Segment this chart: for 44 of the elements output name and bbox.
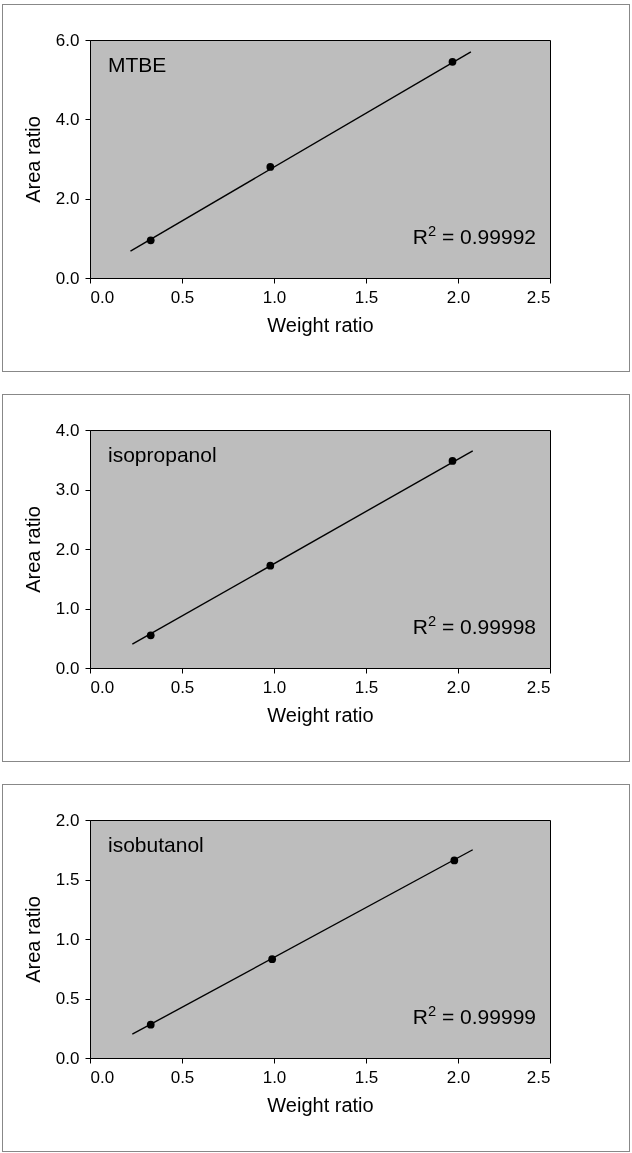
text: isopropanol [108,443,217,466]
x-tick-label: 1.0 [262,677,287,697]
x-tick-label: 2.5 [526,677,551,697]
annotation: R$^{2}$ = 0.99999 [412,1003,536,1028]
y-tick-label: 0.0 [55,658,80,678]
y-axis-title: Area ratio [21,896,44,983]
text: MTBE [108,53,167,76]
x-tick-label: 2.5 [526,1067,551,1087]
y-axis-title: Area ratio [21,506,44,593]
annotation: R$^{2}$ = 0.99998 [412,613,536,638]
y-tick-label: 0.5 [55,989,80,1008]
x-tick-label: 1.0 [262,1067,287,1087]
y-tick-label: 1.5 [55,870,80,889]
x-tick-label: 0.0 [90,1067,115,1087]
x-tick-label: 1.0 [262,287,287,307]
y-tick-label: 3.0 [55,480,80,499]
x-tick-label: 0.5 [170,1067,195,1087]
y-axis-title: Area ratio [21,116,44,203]
y-tick-label: 0.0 [55,1048,80,1068]
x-tick-label: 0.5 [170,677,195,697]
x-axis-title: Weight ratio [267,1093,374,1116]
x-tick-label: 2.0 [446,1067,471,1087]
x-tick-label: 1.5 [354,677,379,697]
x-tick-label: 1.5 [354,287,379,307]
y-tick-label: 2.0 [55,810,80,830]
x-tick-label: 0.0 [90,287,115,307]
y-tick-label: 2.0 [55,539,80,559]
y-tick-label: 2.0 [55,189,80,209]
y-tick-label: 1.0 [55,929,80,949]
y-tick-label: 4.0 [55,109,80,129]
x-tick-label: 2.0 [446,287,471,307]
y-tick-label: 6.0 [55,30,80,50]
x-axis-title: Weight ratio [267,313,374,336]
x-tick-label: 2.5 [526,287,551,307]
text: isobutanol [108,833,204,856]
annotation: R$^{2}$ = 0.99992 [412,223,536,248]
x-tick-label: 2.0 [446,677,471,697]
x-tick-label: 0.5 [170,287,195,307]
y-tick-label: 0.0 [55,268,80,288]
x-tick-label: 0.0 [90,677,115,697]
y-tick-label: 4.0 [55,420,80,440]
x-axis-title: Weight ratio [267,703,374,726]
x-tick-label: 1.5 [354,1067,379,1087]
y-tick-label: 1.0 [55,599,80,618]
